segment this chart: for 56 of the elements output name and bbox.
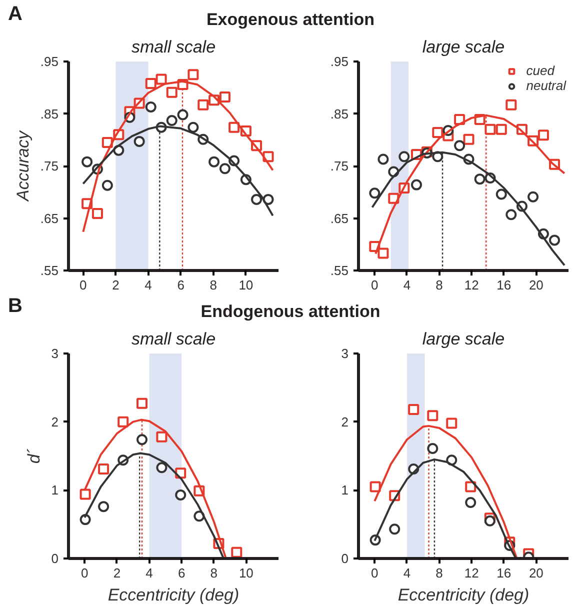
x-tick-label: 2: [113, 566, 121, 580]
x-tick-label: 20: [528, 278, 544, 292]
x-tick-label: 4: [144, 278, 152, 292]
legend-label: neutral: [526, 78, 566, 93]
x-tick-label: 20: [528, 566, 544, 580]
y-tick-label: .65: [330, 210, 349, 226]
x-tick-label: 16: [496, 278, 512, 292]
x-tick-label: 10: [238, 566, 254, 580]
x-axis-title: Eccentricity (deg): [108, 586, 240, 604]
y-tick-label: 0: [341, 551, 349, 566]
text: Endogenous attention: [200, 302, 380, 321]
x-tick-label: 6: [177, 278, 184, 292]
x-tick-label: 6: [178, 566, 186, 580]
x-tick-label: 8: [436, 566, 443, 580]
x-tick-label: 0: [371, 566, 378, 580]
x-tick-label: 8: [210, 278, 218, 292]
x-tick-label: 16: [496, 566, 512, 580]
y-tick-label: .65: [40, 210, 59, 226]
y-tick-label: 1: [341, 482, 349, 498]
y-tick-label: .55: [330, 263, 349, 278]
x-tick-label: 0: [371, 278, 378, 292]
x-tick-label: 12: [464, 278, 479, 292]
y-tick-label: 2: [51, 414, 59, 430]
x-tick-label: 0: [81, 566, 88, 580]
y-tick-label: 3: [341, 346, 349, 361]
x-tick-label: 8: [436, 278, 443, 292]
x-tick-label: 2: [112, 278, 120, 292]
y-tick-label: .95: [330, 54, 349, 69]
y-axis-title: Accuracy: [13, 130, 32, 202]
text: A: [8, 2, 22, 27]
text: Exogenous attention: [206, 10, 375, 29]
y-tick-label: .55: [40, 263, 59, 278]
x-tick-label: 4: [403, 278, 411, 292]
x-axis-title: Eccentricity (deg): [398, 586, 530, 604]
chart-title: small scale: [131, 330, 216, 348]
y-tick-label: .75: [40, 158, 59, 174]
x-tick-label: 8: [210, 566, 218, 580]
y-tick-label: 0: [51, 551, 59, 566]
y-tick-label: .85: [330, 106, 349, 122]
y-axis-title: d´: [24, 448, 44, 464]
y-tick-label: 3: [51, 346, 59, 361]
y-tick-label: 1: [51, 482, 59, 498]
x-tick-label: 4: [403, 566, 411, 580]
legend-label: cued: [526, 63, 554, 78]
chart-title: small scale: [131, 38, 216, 56]
x-tick-label: 12: [464, 566, 479, 580]
y-tick-label: 2: [341, 414, 349, 430]
x-tick-label: 4: [146, 566, 153, 580]
chart-title: large scale: [422, 330, 505, 348]
chart-title: large scale: [422, 38, 505, 56]
x-tick-label: 10: [238, 278, 254, 292]
x-tick-label: 0: [80, 278, 87, 292]
y-tick-label: .95: [40, 54, 59, 69]
text: B: [8, 294, 22, 319]
y-tick-label: .75: [330, 158, 349, 174]
y-tick-label: .85: [40, 106, 59, 122]
